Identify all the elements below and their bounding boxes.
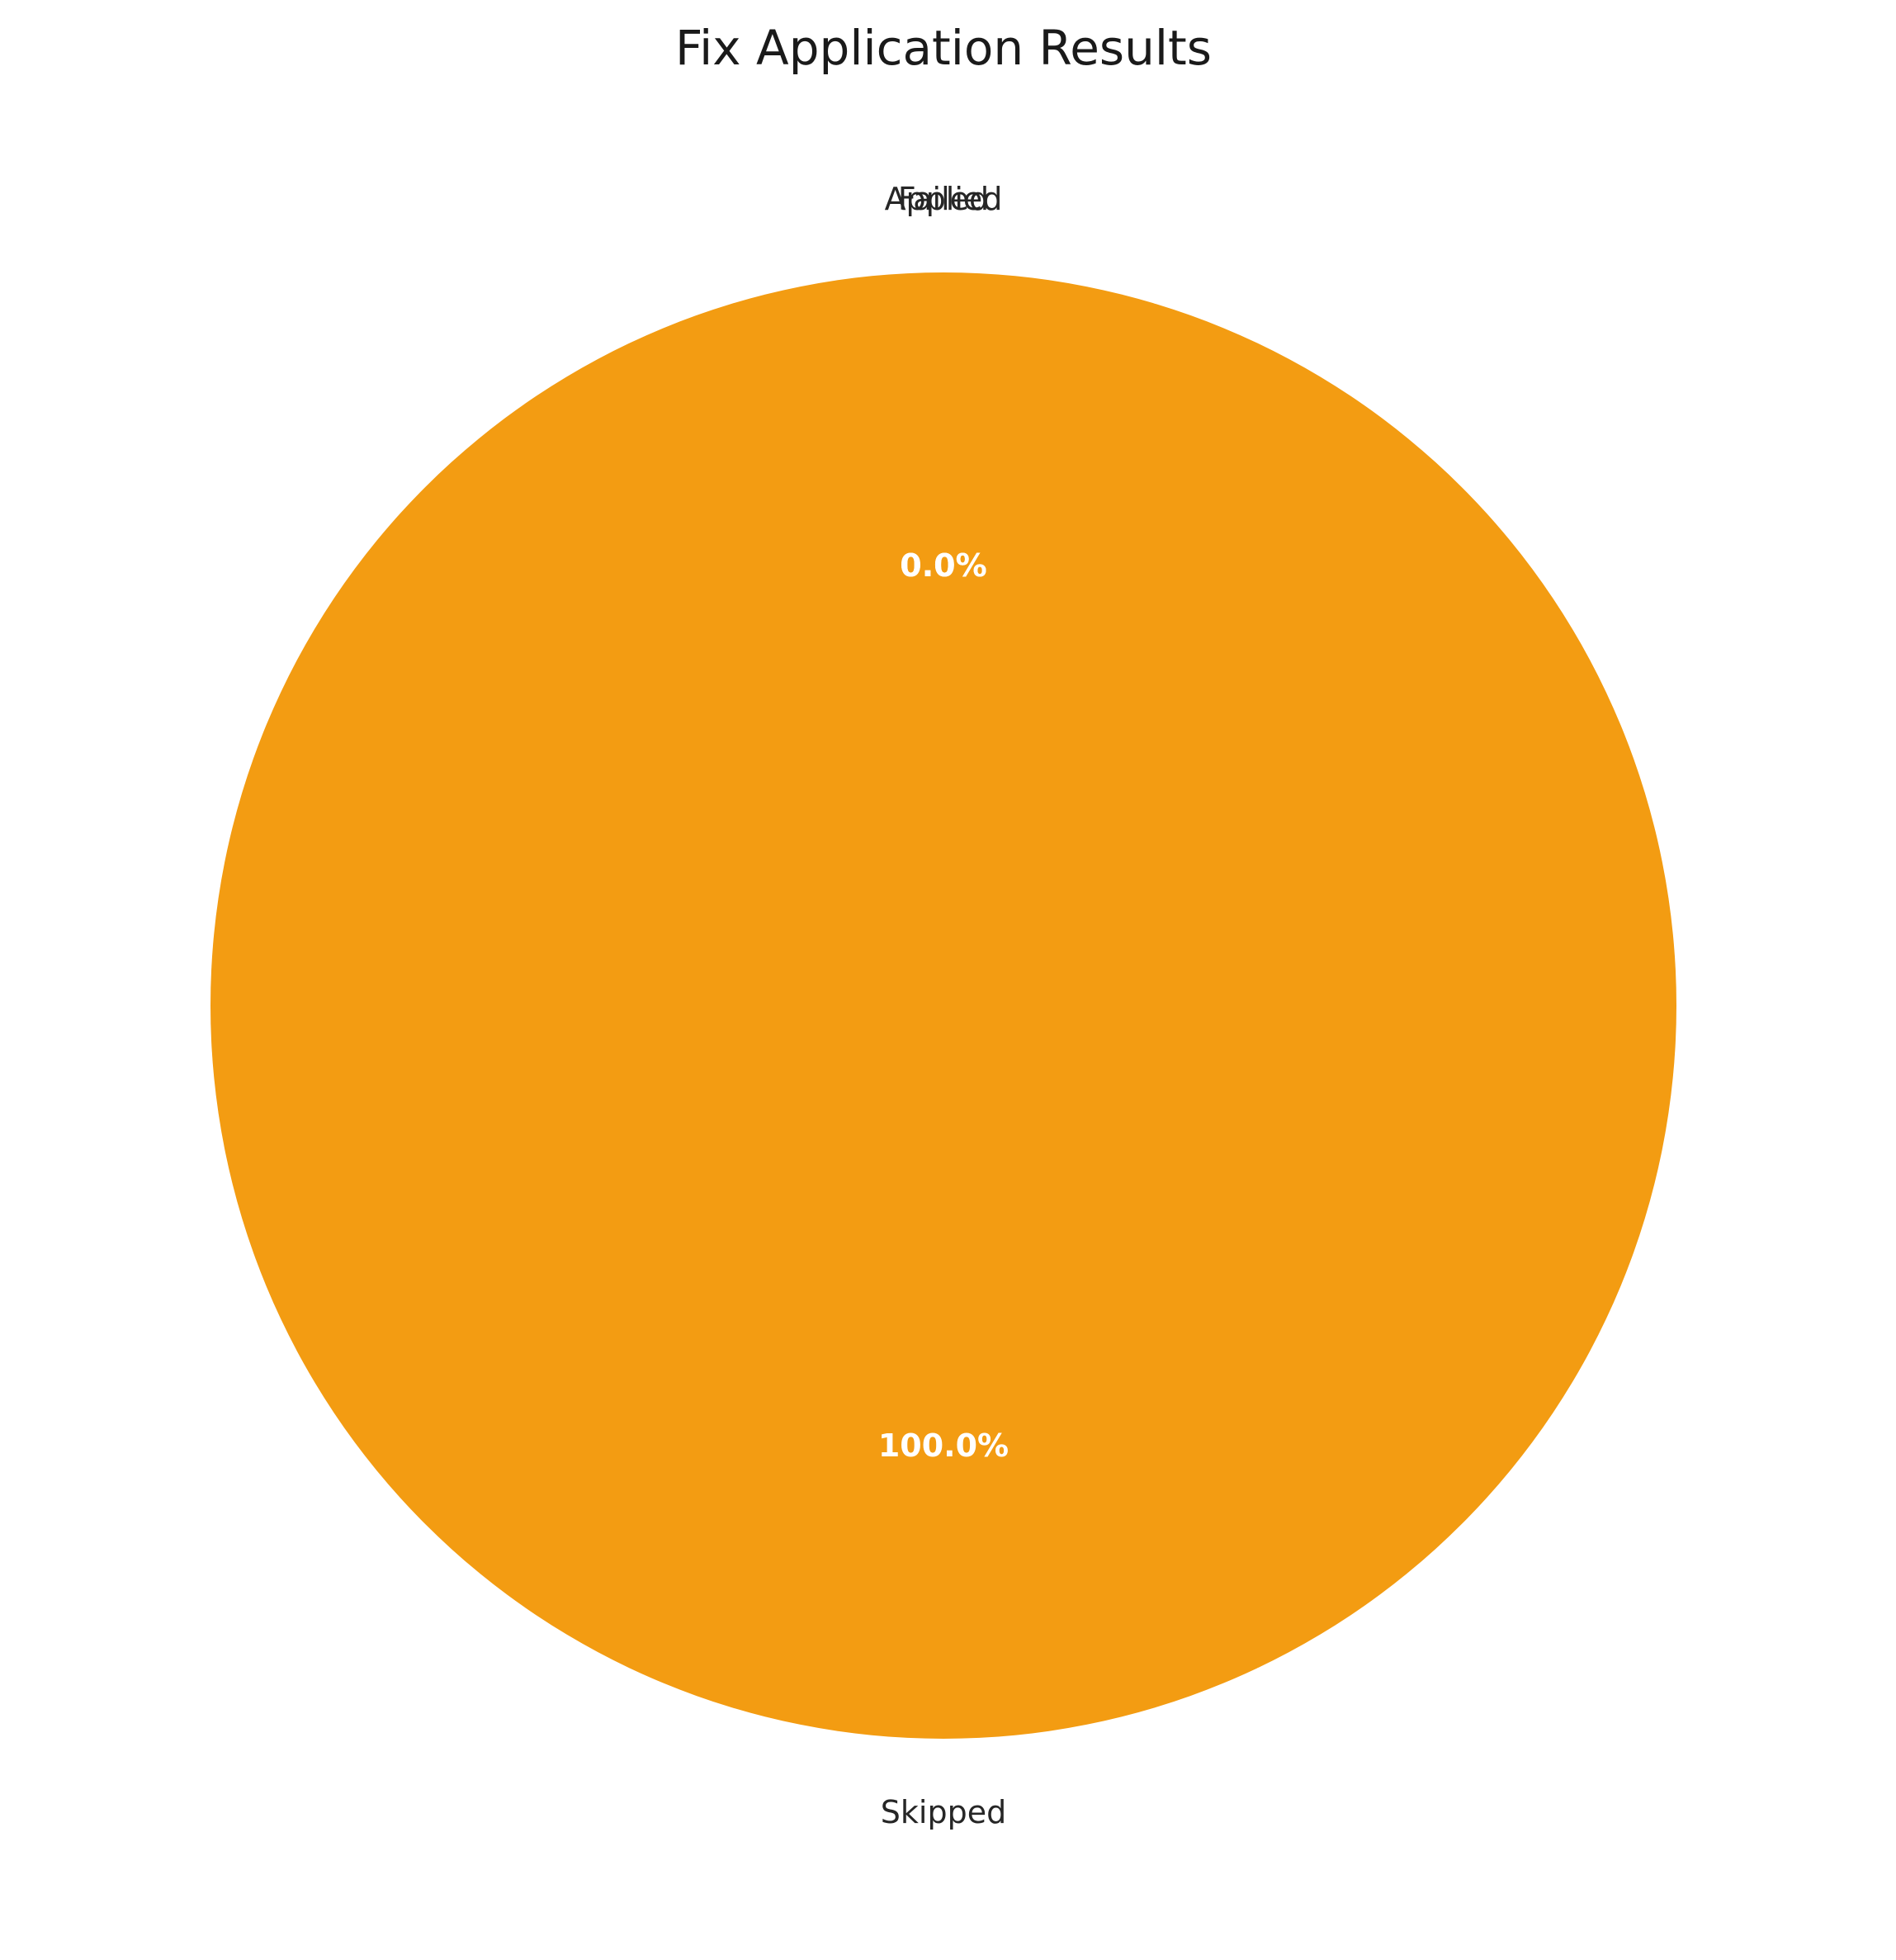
slice-label-skipped: Skipped (881, 1794, 1006, 1830)
pct-label-skipped: 100.0% (878, 1427, 1009, 1464)
slice-label-applied: Applied (885, 181, 1003, 217)
chart-title: Fix Application Results (675, 20, 1212, 76)
pct-label-failed: 0.0% (900, 547, 986, 584)
pie-slices (210, 272, 1676, 1739)
pct-label-applied: 0.0% (900, 547, 986, 584)
slice-label-failed: Failed (898, 181, 989, 217)
slice-skipped (210, 272, 1676, 1739)
